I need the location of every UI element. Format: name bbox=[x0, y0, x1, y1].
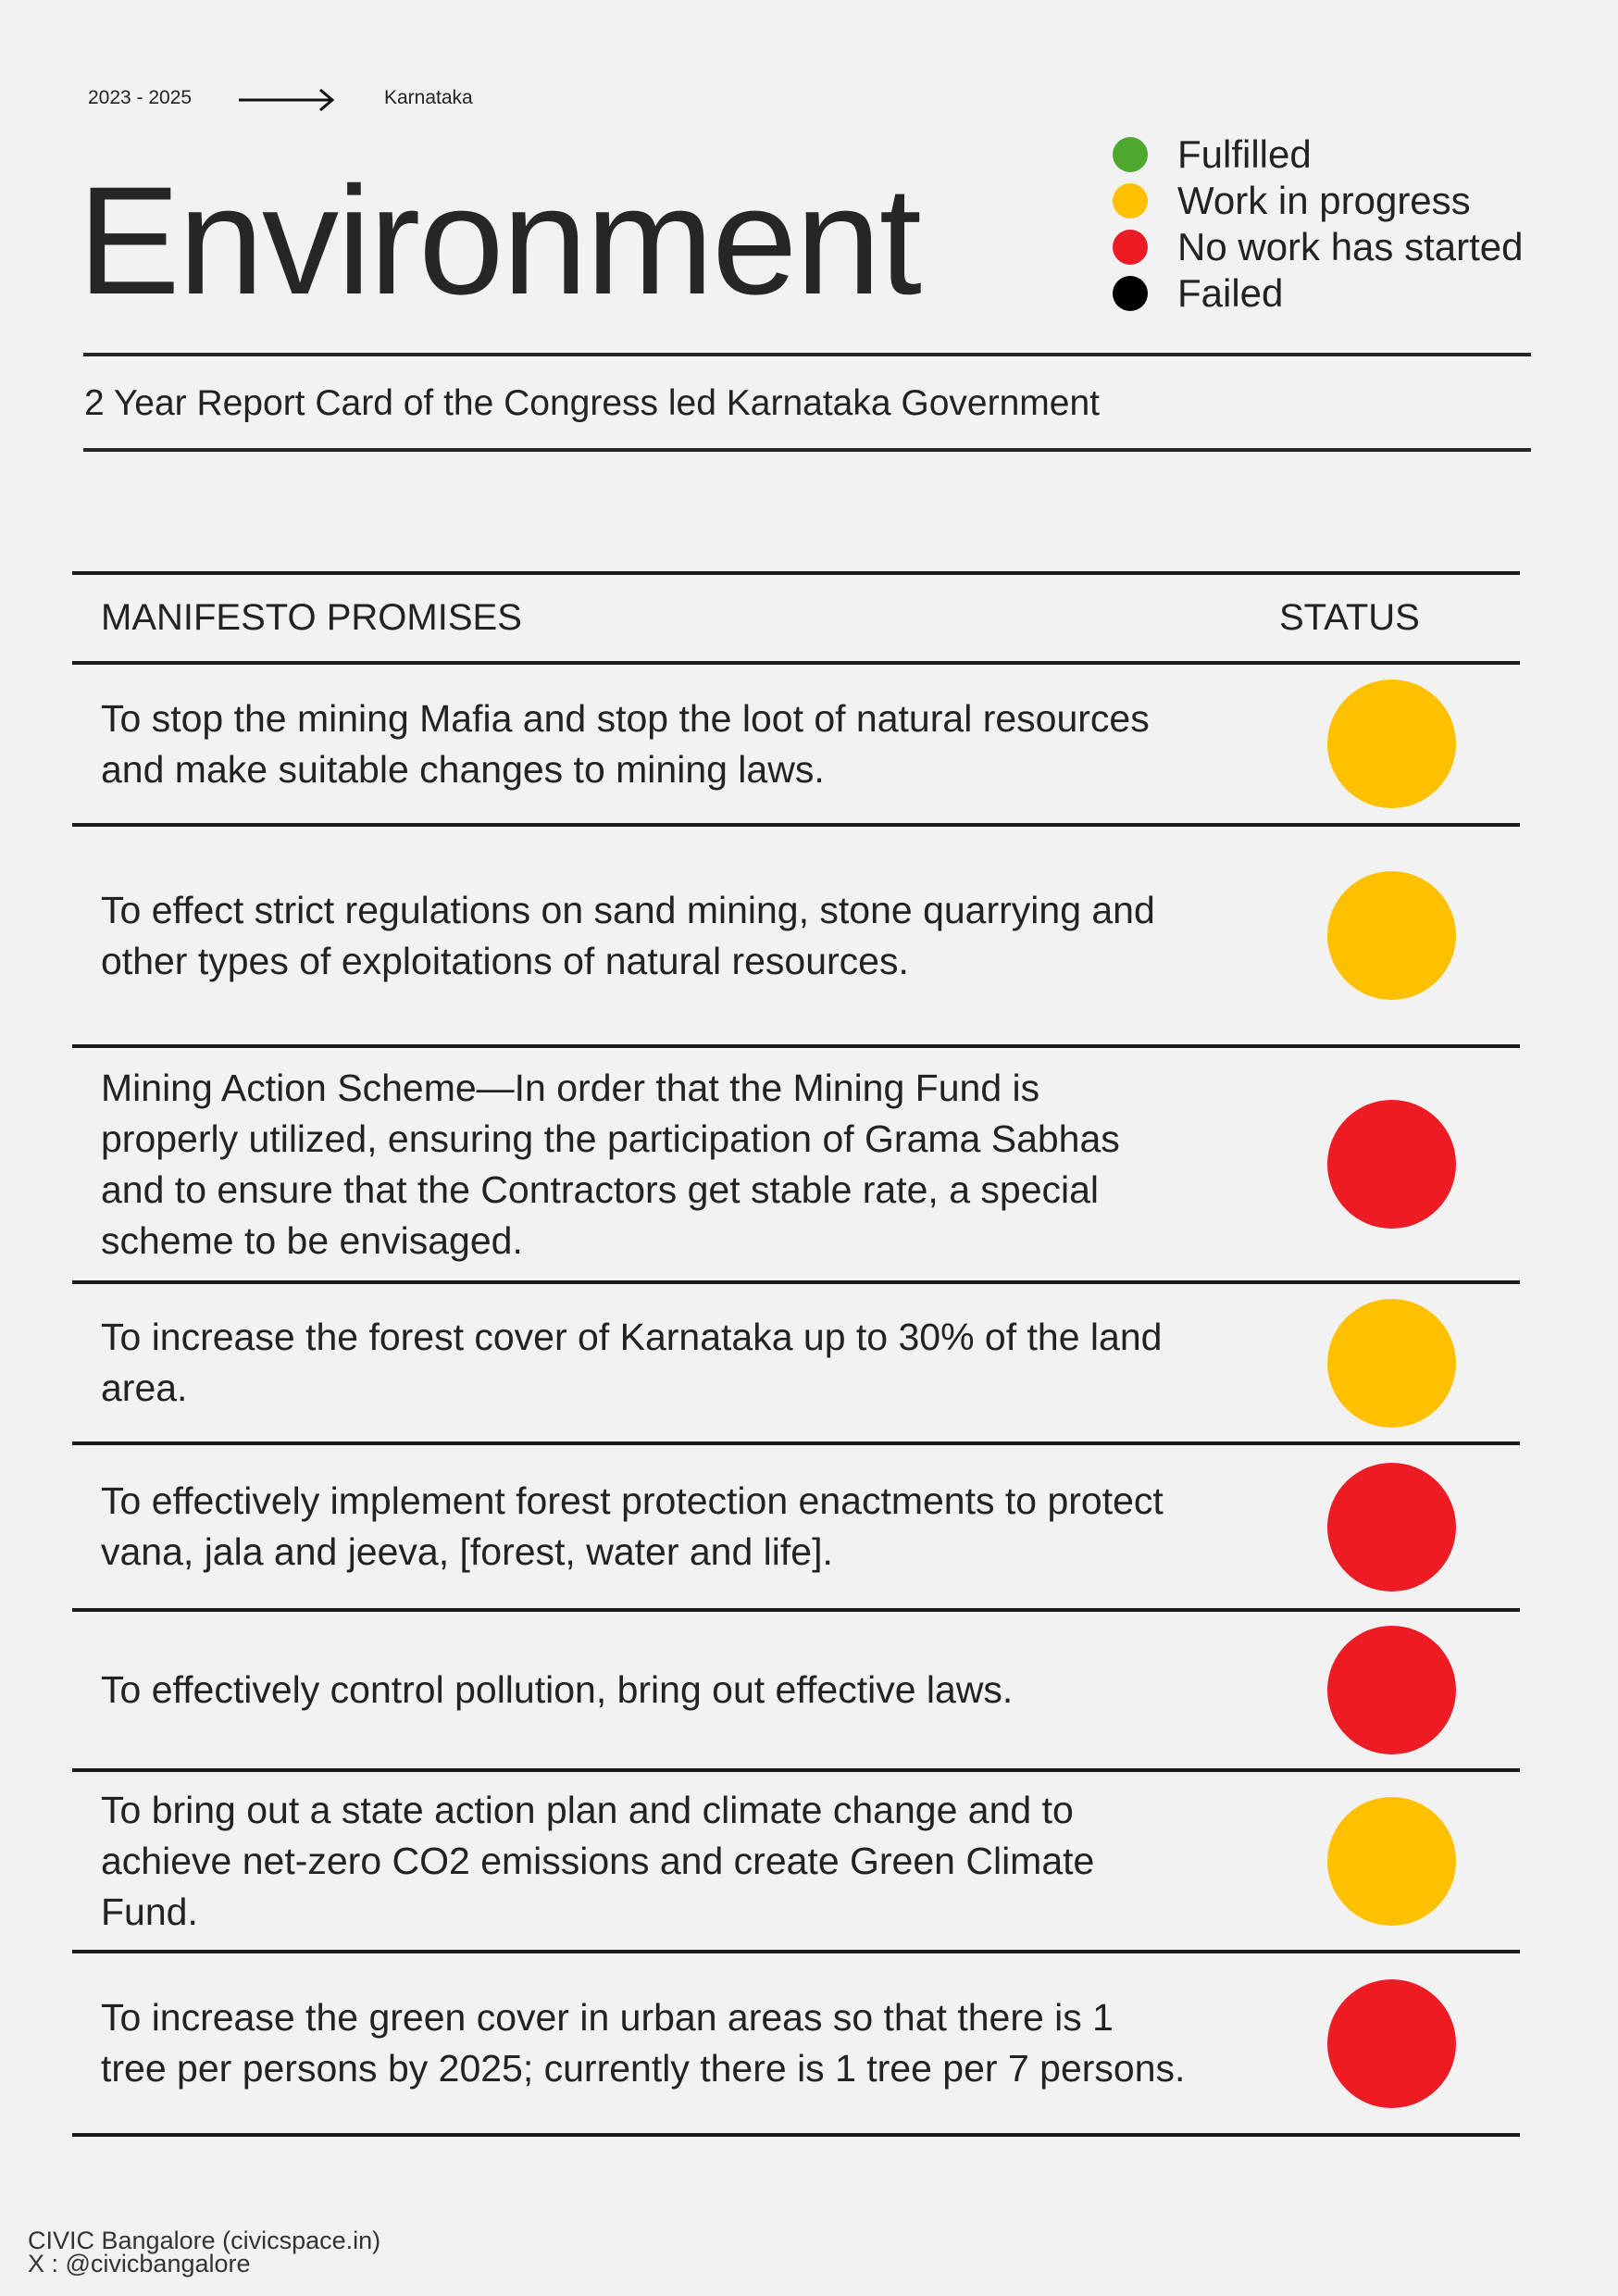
footer-org: CIVIC Bangalore (civicspace.in) bbox=[28, 2227, 381, 2254]
header-status: STATUS bbox=[1279, 597, 1420, 638]
status-legend: Fulfilled Work in progress No work has sta… bbox=[1113, 131, 1524, 317]
status-cell bbox=[1279, 680, 1520, 808]
table-row: To effectively control pollution, bring … bbox=[72, 1612, 1520, 1772]
page-title: Environment bbox=[78, 156, 922, 327]
promise-text: To stop the mining Mafia and stop the lo… bbox=[101, 696, 1150, 791]
arrow-right-icon bbox=[239, 89, 335, 111]
status-circle-icon bbox=[1327, 1796, 1456, 1926]
table-row: Mining Action Scheme—In order that the M… bbox=[72, 1048, 1520, 1284]
promise-text: To bring out a state action plan and cli… bbox=[101, 1788, 1095, 1933]
table-row: To increase the forest cover of Karnatak… bbox=[72, 1284, 1520, 1445]
status-circle-icon bbox=[1327, 1298, 1456, 1428]
table-row: To stop the mining Mafia and stop the lo… bbox=[72, 665, 1520, 827]
table-row: To bring out a state action plan and cli… bbox=[72, 1772, 1520, 1953]
status-cell bbox=[1279, 1100, 1520, 1229]
legend-item-not_started: No work has started bbox=[1113, 224, 1524, 270]
legend-item-fulfilled: Fulfilled bbox=[1113, 131, 1524, 178]
promise-text: To effectively control pollution, bring … bbox=[101, 1668, 1014, 1711]
header-promises: MANIFESTO PROMISES bbox=[101, 597, 522, 638]
promise-text: To increase the forest cover of Karnatak… bbox=[101, 1316, 1163, 1409]
period-label: 2023 - 2025 bbox=[88, 87, 193, 108]
status-dot-icon bbox=[1113, 276, 1148, 311]
table-row: To effect strict regulations on sand min… bbox=[72, 827, 1520, 1048]
divider bbox=[83, 448, 1531, 452]
promise-text: To increase the green cover in urban are… bbox=[101, 1996, 1186, 2090]
status-cell bbox=[1279, 1462, 1520, 1591]
status-cell bbox=[1279, 1796, 1520, 1926]
promises-table: MANIFESTO PROMISES STATUS To stop the mi… bbox=[72, 571, 1520, 2137]
region-label: Karnataka bbox=[384, 87, 473, 108]
legend-label: Work in progress bbox=[1177, 179, 1471, 222]
status-circle-icon bbox=[1327, 871, 1456, 1000]
promise-text: To effect strict regulations on sand min… bbox=[101, 888, 1155, 982]
status-circle-icon bbox=[1327, 1626, 1456, 1754]
status-cell bbox=[1279, 871, 1520, 1000]
table-header: MANIFESTO PROMISES STATUS bbox=[72, 571, 1520, 665]
legend-label: No work has started bbox=[1177, 225, 1524, 268]
divider bbox=[83, 353, 1531, 356]
status-circle-icon bbox=[1327, 1978, 1456, 2108]
promise-text: Mining Action Scheme—In order that the M… bbox=[101, 1066, 1120, 1262]
page-subtitle: 2 Year Report Card of the Congress led K… bbox=[84, 383, 1100, 423]
status-cell bbox=[1279, 1978, 1520, 2108]
status-dot-icon bbox=[1113, 137, 1148, 172]
legend-label: Fulfilled bbox=[1177, 132, 1312, 176]
promise-text: To effectively implement forest protecti… bbox=[101, 1479, 1164, 1573]
footer-handle: X : @civicbangalore bbox=[28, 2250, 251, 2277]
status-cell bbox=[1279, 1626, 1520, 1754]
status-dot-icon bbox=[1113, 183, 1148, 218]
status-circle-icon bbox=[1327, 1462, 1456, 1591]
status-circle-icon bbox=[1327, 1100, 1456, 1229]
table-row: To increase the green cover in urban are… bbox=[72, 1953, 1520, 2137]
status-dot-icon bbox=[1113, 230, 1148, 265]
footer: CIVIC Bangalore (civicspace.in) X : @civ… bbox=[28, 2227, 381, 2277]
legend-item-failed: Failed bbox=[1113, 270, 1524, 317]
legend-label: Failed bbox=[1177, 271, 1284, 315]
legend-item-work_in_progress: Work in progress bbox=[1113, 178, 1524, 224]
status-cell bbox=[1279, 1298, 1520, 1428]
status-circle-icon bbox=[1327, 680, 1456, 808]
table-row: To effectively implement forest protecti… bbox=[72, 1445, 1520, 1612]
